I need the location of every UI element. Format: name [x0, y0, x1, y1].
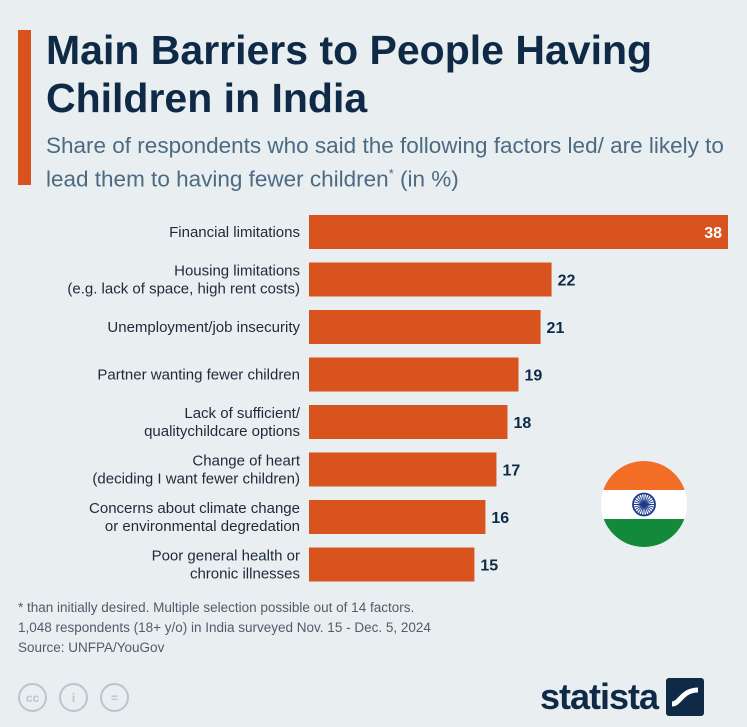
data-label: 16 [491, 510, 509, 527]
license-icons: cc i = [18, 683, 129, 712]
category-label: Unemployment/job insecurity [107, 319, 300, 336]
no-derivatives-icon[interactable]: = [100, 683, 129, 712]
india-flag-icon [601, 461, 687, 547]
flag-saffron-band [601, 461, 687, 490]
data-label: 21 [547, 320, 565, 337]
bar [309, 500, 486, 534]
bar [309, 405, 508, 439]
bar [309, 215, 728, 249]
bar [309, 310, 541, 344]
attribution-glyph: i [71, 690, 76, 705]
cc-glyph: cc [25, 690, 40, 705]
chart-subtitle: Share of respondents who said the follow… [46, 132, 736, 194]
data-label: 17 [502, 463, 520, 480]
data-label: 18 [513, 415, 531, 432]
bar [309, 262, 552, 297]
ashoka-chakra-icon [632, 492, 656, 517]
category-label: Concerns about climate change [89, 500, 300, 517]
category-label: Change of heart [192, 453, 300, 470]
category-label: (e.g. lack of space, high rent costs) [67, 281, 300, 298]
flag-green-band [601, 519, 687, 547]
bar [309, 357, 519, 392]
footnote-line: 1,048 respondents (18+ y/o) in India sur… [18, 620, 431, 635]
data-label: 15 [480, 558, 498, 575]
statista-logo-icon [666, 678, 705, 716]
cc-icon[interactable]: cc [18, 683, 47, 712]
subtitle-text: Share of respondents who said the follow… [46, 133, 724, 192]
statista-wordmark: statista [540, 676, 659, 717]
category-label: or environmental degredation [105, 518, 300, 535]
category-label: Partner wanting fewer children [97, 367, 300, 384]
bar [309, 452, 497, 487]
category-label: Poor general health or [152, 548, 300, 565]
category-label: Lack of sufficient/ [184, 405, 300, 422]
source-text: Source: UNFPA/YouGov [18, 640, 165, 655]
footnote: * than initially desired. Multiple selec… [18, 598, 618, 658]
bar [309, 547, 475, 582]
statista-logo[interactable]: statista [540, 676, 705, 718]
category-label: Financial limitations [169, 224, 300, 241]
category-label: (deciding I want fewer children) [92, 471, 300, 488]
subtitle-unit: (in %) [393, 166, 459, 192]
category-label: chronic illnesses [190, 566, 300, 583]
subtitle-footnote-marker: * [388, 166, 394, 181]
chart-title: Main Barriers to People Having Children … [46, 27, 653, 121]
attribution-icon[interactable]: i [59, 683, 88, 712]
accent-bar [18, 30, 31, 185]
data-label: 19 [525, 368, 543, 385]
chakra-spoke [633, 501, 655, 508]
no-derivatives-glyph: = [110, 690, 118, 705]
footnote-line: * than initially desired. Multiple selec… [18, 600, 415, 615]
category-label: qualitychildcare options [144, 423, 300, 440]
category-label: Housing limitations [174, 263, 300, 280]
data-label: 22 [558, 273, 576, 290]
data-label: 38 [704, 225, 722, 242]
